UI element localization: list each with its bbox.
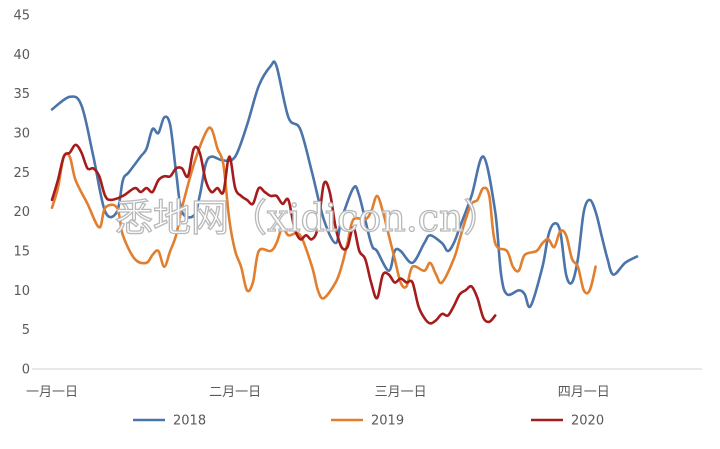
legend-item-2020: 2020 bbox=[531, 414, 604, 429]
series-line-2019 bbox=[50, 126, 597, 300]
series-lines bbox=[50, 60, 639, 325]
watermark: 悉地网（xidicon.cn） bbox=[115, 196, 502, 240]
legend-label: 2018 bbox=[173, 414, 206, 429]
y-tick-label: 20 bbox=[13, 205, 30, 220]
legend: 2018 2019 2020 bbox=[133, 414, 604, 429]
y-tick-label: 15 bbox=[13, 245, 30, 260]
y-tick-label: 25 bbox=[13, 166, 30, 181]
legend-label: 2019 bbox=[371, 414, 404, 429]
y-tick-label: 35 bbox=[13, 87, 30, 102]
y-tick-label: 0 bbox=[22, 363, 30, 378]
series-line-2018 bbox=[50, 60, 639, 309]
x-tick-label: 二月一日 bbox=[209, 385, 261, 400]
y-tick-label: 5 bbox=[22, 323, 30, 338]
legend-item-2019: 2019 bbox=[331, 414, 404, 429]
y-tick-label: 30 bbox=[13, 127, 30, 142]
y-tick-label: 45 bbox=[13, 9, 30, 24]
y-axis-ticks: 0 5 10 15 20 25 30 35 40 45 bbox=[13, 9, 30, 378]
x-tick-label: 三月一日 bbox=[375, 385, 427, 400]
legend-item-2018: 2018 bbox=[133, 414, 206, 429]
x-axis-ticks: 一月一日 二月一日 三月一日 四月一日 bbox=[26, 385, 610, 400]
x-tick-label: 四月一日 bbox=[558, 385, 610, 400]
legend-label: 2020 bbox=[571, 414, 604, 429]
y-tick-label: 10 bbox=[13, 284, 30, 299]
x-tick-label: 一月一日 bbox=[26, 385, 78, 400]
series-line-2020 bbox=[50, 143, 497, 325]
y-tick-label: 40 bbox=[13, 48, 30, 63]
